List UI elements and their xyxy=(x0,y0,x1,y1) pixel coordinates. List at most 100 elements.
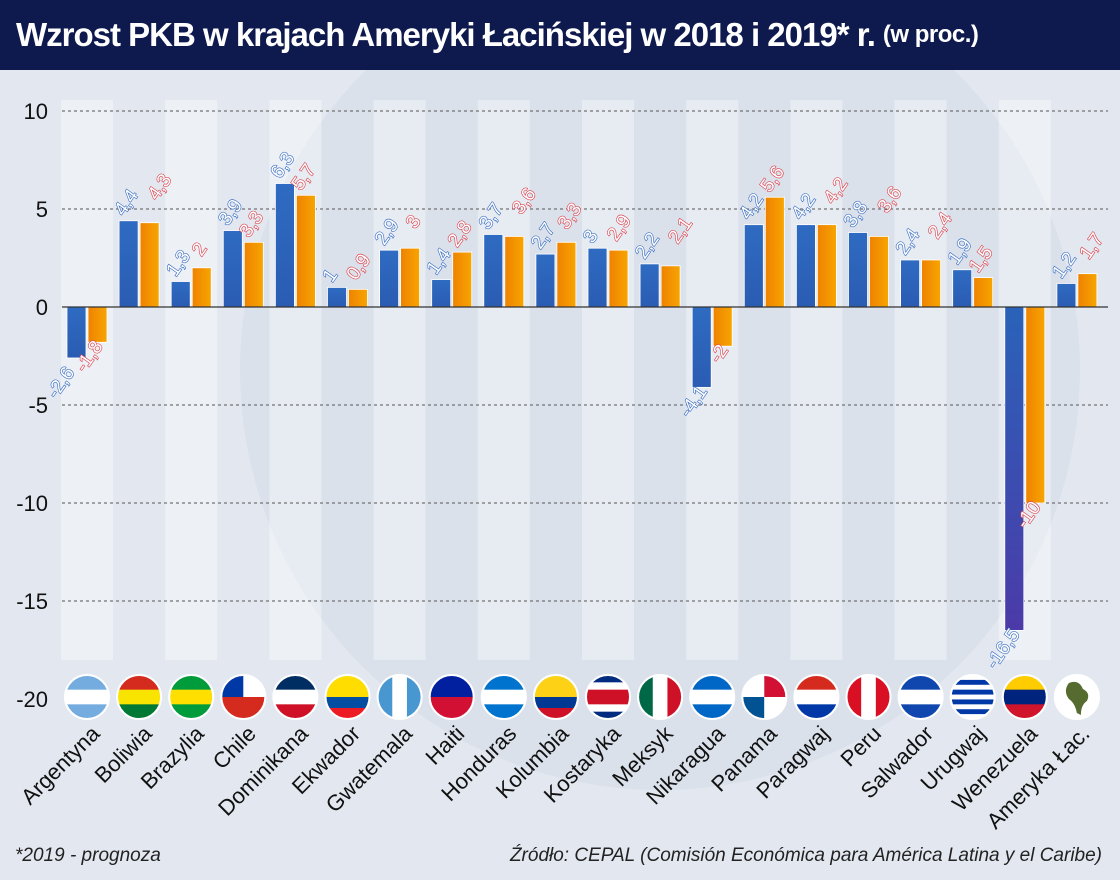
category-label: Argentyna xyxy=(16,720,105,809)
bar-2019 xyxy=(243,241,264,308)
flag-stripe xyxy=(586,697,630,705)
bar-2019 xyxy=(139,222,160,308)
flag-stripe xyxy=(794,689,839,705)
flag-border xyxy=(845,674,892,720)
chart-title-bar: Wzrost PKB w krajach Ameryki Łacińskiej … xyxy=(0,0,1120,70)
bar-2019 xyxy=(87,306,108,343)
bar-2019 xyxy=(869,236,889,308)
bar-2019 xyxy=(973,277,994,308)
y-tick-label: -10 xyxy=(16,491,48,516)
flag-stripe xyxy=(586,675,630,683)
flag-stripe xyxy=(950,699,995,705)
latin-america-map-icon-fill xyxy=(1054,675,1099,719)
bar-2018 xyxy=(900,259,920,308)
flag-border xyxy=(741,674,788,720)
bar-2018 xyxy=(118,220,139,308)
flag-panama-icon xyxy=(741,674,788,720)
flag-border xyxy=(324,674,371,720)
y-tick-label: 5 xyxy=(36,197,48,222)
bar-2019 xyxy=(295,194,316,308)
flag-venezuela-icon xyxy=(1001,674,1048,720)
background-stripe xyxy=(165,100,218,660)
flag-stripe xyxy=(690,689,735,705)
flag-stripe xyxy=(950,684,995,691)
bar-2019 xyxy=(452,251,473,308)
flag-stripe xyxy=(950,689,995,696)
flag-stripe xyxy=(325,708,370,719)
flag-chile-icon xyxy=(220,674,267,720)
chart-title: Wzrost PKB w krajach Ameryki Łacińskiej … xyxy=(16,16,876,53)
flag-nicaragua-icon xyxy=(689,674,736,720)
flag-border xyxy=(585,674,631,720)
bar-2019 xyxy=(556,241,577,308)
bar-2019 xyxy=(191,267,212,308)
flag-stripe xyxy=(950,709,995,715)
flag-stripe xyxy=(392,675,408,719)
flag-haiti-icon-fill xyxy=(429,675,474,719)
flag-border xyxy=(793,674,840,720)
bar-2019 xyxy=(1025,306,1046,504)
bar-2018 xyxy=(431,279,452,308)
flag-stripe xyxy=(1002,689,1047,705)
source-note: Źródło: CEPAL (Comisión Económica para A… xyxy=(509,845,1102,866)
bar-2019 xyxy=(400,247,421,308)
flag-stripe xyxy=(950,714,995,719)
flag-stripe xyxy=(273,689,318,705)
flag-border xyxy=(168,674,215,720)
flag-stripe xyxy=(586,711,630,719)
flag-ecuador-icon xyxy=(324,674,371,720)
data-label-2019: 1,7 xyxy=(1076,230,1108,264)
flag-stripe xyxy=(586,689,630,698)
bar-2019 xyxy=(921,259,941,308)
flag-chile-icon-fill xyxy=(221,675,266,719)
bar-2018 xyxy=(848,232,868,308)
bar-2018 xyxy=(743,224,764,308)
flag-border xyxy=(376,674,423,720)
bar-2019 xyxy=(660,265,681,308)
bar-2018 xyxy=(327,286,347,308)
flag-stripe xyxy=(586,704,630,713)
bar-2018 xyxy=(379,249,400,308)
flag-border xyxy=(272,674,319,720)
flag-el-salvador-icon xyxy=(897,674,944,720)
flag-border xyxy=(116,674,163,720)
bar-2018 xyxy=(483,234,504,308)
flag-border xyxy=(1053,674,1100,720)
y-tick-label: -5 xyxy=(28,393,48,418)
flag-stripe xyxy=(169,689,214,705)
flag-stripe xyxy=(429,675,474,698)
bar-2018 xyxy=(274,183,295,308)
flag-stripe xyxy=(533,686,578,698)
y-tick-label: -20 xyxy=(16,687,48,712)
background-stripe xyxy=(894,100,947,660)
flag-stripe xyxy=(533,675,578,687)
flag-border xyxy=(532,674,579,720)
flag-paraguay-icon xyxy=(793,674,840,720)
flag-stripe xyxy=(221,697,266,719)
flag-stripe xyxy=(533,708,578,719)
flag-stripe xyxy=(950,679,995,686)
flag-stripe xyxy=(429,697,474,719)
flag-stripe xyxy=(950,704,995,710)
flag-stripe xyxy=(325,675,370,687)
flag-argentina-icon xyxy=(64,674,110,720)
map-shape xyxy=(1065,681,1089,715)
flag-stripe xyxy=(861,675,877,719)
flag-border xyxy=(1001,674,1048,720)
background-stripe xyxy=(61,100,113,660)
flag-border xyxy=(689,674,736,720)
flag-border xyxy=(220,674,267,720)
flag-border xyxy=(897,674,944,720)
chart-unit: (w proc.) xyxy=(882,21,979,48)
bar-2019 xyxy=(348,288,368,308)
flag-stripe xyxy=(117,689,162,705)
flag-border xyxy=(480,674,527,720)
flag-stripe xyxy=(481,689,526,705)
bar-chart: 1050-5-10-15-20-2,64,41,33,96,312,91,43,… xyxy=(16,70,1109,834)
flag-mexico-icon xyxy=(637,674,684,720)
forecast-note: *2019 - prognoza xyxy=(15,845,161,866)
flag-stripe xyxy=(898,689,943,705)
flag-border xyxy=(428,674,475,720)
bar-2018 xyxy=(952,269,973,308)
flag-uruguay-icon xyxy=(949,674,996,720)
